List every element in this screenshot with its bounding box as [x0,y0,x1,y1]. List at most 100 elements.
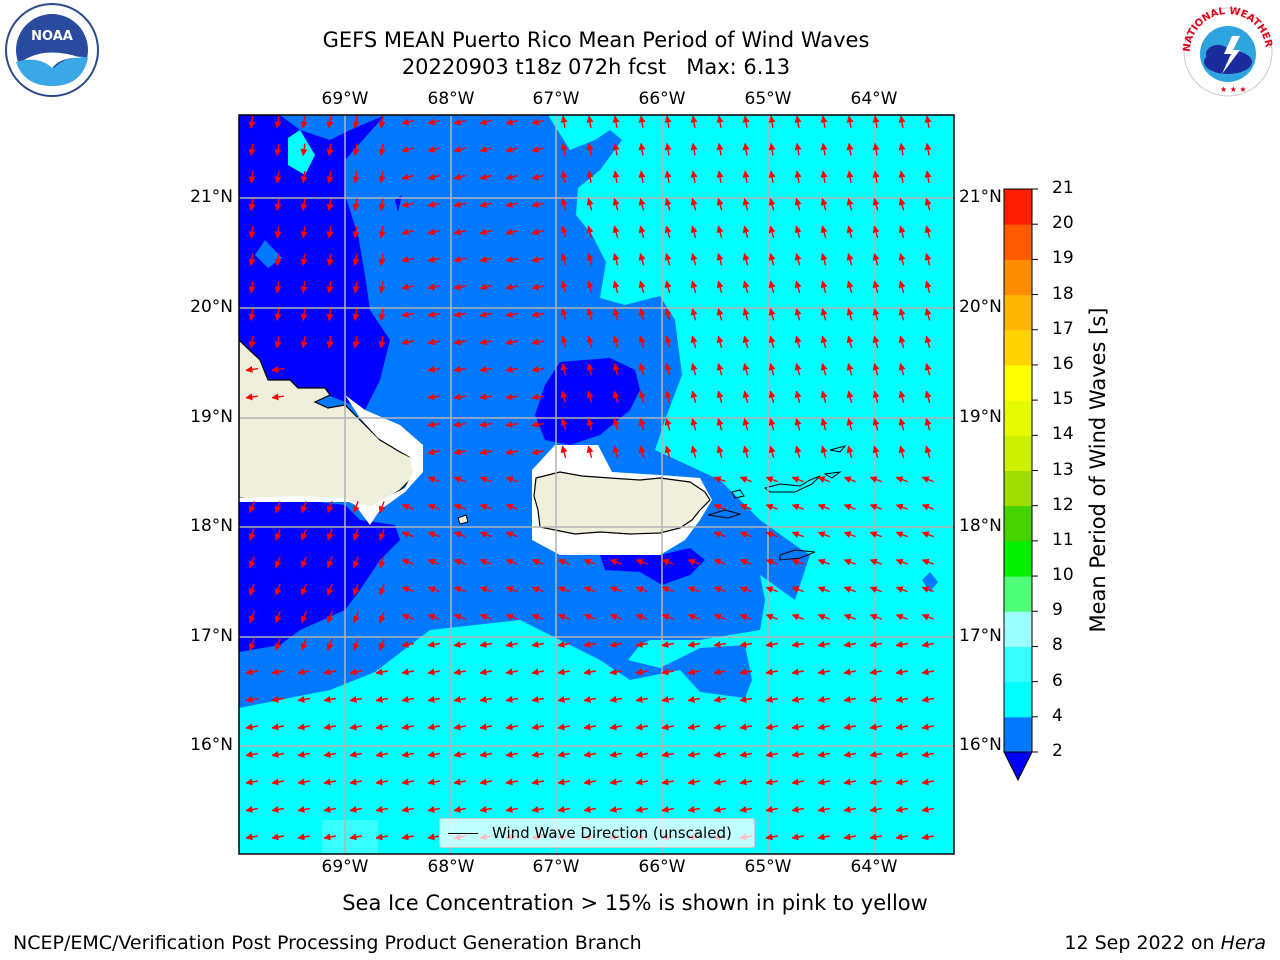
wind-wave-arrow [531,173,544,181]
wind-wave-arrow [924,225,932,238]
wind-wave-arrow [427,393,440,401]
wind-wave-arrow [820,335,828,348]
wind-wave-arrow [271,805,285,813]
wind-wave-arrow [586,198,594,211]
wind-wave-arrow [820,363,828,376]
wind-wave-arrow [274,170,282,184]
wind-wave-arrow [531,723,545,731]
wind-wave-arrow [869,833,883,841]
wind-wave-arrow [921,668,935,676]
wind-wave-arrow [794,280,802,293]
wind-wave-arrow [378,501,386,514]
wind-wave-arrow [716,225,724,238]
wind-wave-arrow [742,170,750,184]
colorbar-tick-label: 12 [1052,494,1074,515]
wind-wave-arrow [713,613,726,621]
wind-wave-arrow [401,833,415,841]
wind-wave-arrow [846,115,854,129]
wind-wave-arrow [557,586,570,593]
wind-wave-arrow [713,695,727,703]
wind-wave-arrow [846,253,854,266]
wind-wave-arrow [638,445,646,458]
wind-wave-arrow [300,528,308,541]
wind-wave-arrow [427,750,441,758]
wind-wave-arrow [794,363,802,376]
wind-wave-arrow [453,420,467,428]
wind-wave-arrow [898,253,906,266]
wind-wave-arrow [453,476,466,483]
wind-wave-arrow [560,335,568,348]
puerto-rico-land [533,471,711,535]
wind-wave-arrow [401,695,415,703]
wind-wave-arrow [742,390,750,403]
wind-wave-arrow [560,445,568,458]
noaa-logo: NOAA [2,2,102,106]
wind-wave-arrow [664,418,672,431]
wind-wave-arrow [924,253,932,266]
wind-wave-arrow [869,586,882,593]
wind-wave-arrow [817,833,831,841]
wind-wave-arrow [791,640,805,648]
wind-wave-arrow [921,805,935,813]
wind-wave-arrow [300,308,308,322]
wind-wave-arrow [872,170,880,184]
wind-wave-arrow [352,528,360,541]
wind-wave-arrow [479,750,493,758]
wind-wave-arrow [690,390,698,403]
wind-wave-arrow [742,418,750,431]
wind-wave-arrow [401,805,415,813]
wind-wave-arrow [274,308,282,322]
wind-wave-arrow [846,280,854,293]
lon-tick-top-2: 67°W [532,89,580,109]
footer-machine: Hera [1220,932,1266,954]
wind-wave-arrow [869,531,882,538]
wind-wave-arrow [716,308,724,321]
wind-wave-arrow [479,503,492,511]
wind-wave-arrow [687,613,700,621]
wind-wave-arrow [297,723,311,731]
wind-wave-arrow [453,668,467,676]
wind-wave-arrow [609,586,622,593]
wind-wave-arrow [326,253,334,267]
wind-wave-arrow [690,170,698,184]
wind-wave-arrow [664,390,672,403]
wind-wave-arrow [326,280,334,294]
wind-wave-arrow [635,640,649,648]
wind-wave-arrow [427,420,441,428]
wind-wave-arrow [531,695,545,703]
wind-wave-arrow [869,695,883,703]
wind-wave-arrow [427,558,440,566]
wind-wave-arrow [713,640,727,648]
wind-wave-arrow [349,805,363,813]
wind-wave-arrow [453,338,467,346]
wind-wave-arrow [898,335,906,348]
wind-wave-arrow [505,668,519,676]
wind-wave-arrow [505,723,519,731]
wind-wave-arrow [690,253,698,266]
wind-wave-arrow [716,115,724,129]
colorbar-segment [1004,716,1032,753]
wind-wave-arrow [453,118,466,126]
wind-wave-arrow [924,115,932,129]
wind-wave-arrow [245,668,259,676]
wind-wave-arrow [895,750,909,758]
wind-wave-arrow [768,142,776,156]
wind-wave-arrow [612,225,620,238]
wind-wave-arrow [612,142,620,156]
wind-wave-arrow [352,143,360,157]
wind-wave-arrow [924,363,932,376]
wind-wave-arrow [869,668,883,676]
wind-wave-arrow [560,280,568,293]
colorbar-segment [1004,400,1032,436]
wind-wave-arrow [274,225,282,239]
wind-wave-arrow [739,531,752,538]
wind-wave-arrow [352,335,360,349]
wind-wave-arrow [505,531,518,538]
wind-wave-arrows [245,115,935,841]
wind-wave-arrow [248,308,256,322]
wind-wave-arrow [300,611,308,624]
wind-wave-arrow [661,613,674,621]
wind-wave-arrow [791,531,804,538]
wind-wave-arrow [687,695,701,703]
wind-wave-arrow [479,586,492,593]
